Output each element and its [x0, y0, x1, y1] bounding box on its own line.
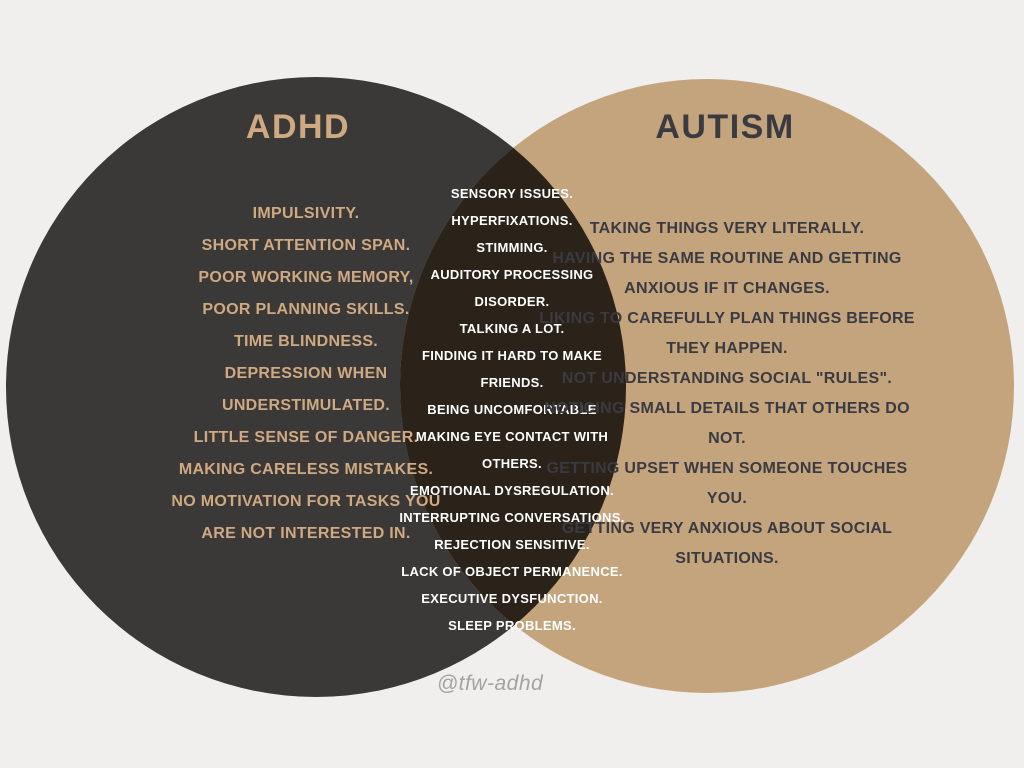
- shared-trait-line: INTERRUPTING CONVERSATIONS.: [399, 510, 625, 525]
- shared-trait-line: FINDING IT HARD TO MAKE FRIENDS.: [422, 348, 602, 390]
- shared-trait-line: SENSORY ISSUES.: [450, 186, 574, 201]
- shared-trait-line: HYPERFIXATIONS.: [451, 213, 573, 228]
- adhd-trait-line: POOR PLANNING SKILLS.: [202, 301, 410, 318]
- autism-trait-line: LIKING TO CAREFULLY PLAN THINGS BEFORE T…: [539, 310, 915, 357]
- shared-trait-line: SLEEP PROBLEMS.: [448, 618, 576, 633]
- shared-trait-line: BEING UNCOMFORTABLE MAKING EYE CONTACT W…: [415, 402, 609, 471]
- autism-trait-line: GETTING UPSET WHEN SOMEONE TOUCHES YOU.: [546, 460, 908, 507]
- shared-trait-line: AUDITORY PROCESSING DISORDER.: [430, 267, 594, 309]
- shared-traits-list: SENSORY ISSUES. HYPERFIXATIONS. STIMMING. A…: [399, 180, 625, 639]
- adhd-trait-line: MAKING CARELESS MISTAKES.: [178, 461, 434, 478]
- autism-trait-line: NOT UNDERSTANDING SOCIAL "RULES".: [561, 370, 893, 387]
- adhd-trait-line: DEPRESSION WHEN UNDERSTIMULATED.: [221, 365, 391, 414]
- adhd-trait-line: SHORT ATTENTION SPAN.: [201, 237, 411, 254]
- watermark-handle: @tfw-adhd: [436, 672, 544, 695]
- autism-trait-line: NOTICING SMALL DETAILS THAT OTHERS DO NO…: [544, 400, 910, 447]
- adhd-traits-list: IMPULSIVITY. SHORT ATTENTION SPAN. POOR WO…: [162, 198, 450, 550]
- overlap-lens-shape: [400, 79, 626, 693]
- adhd-trait-line: TIME BLINDNESS.: [233, 333, 379, 350]
- autism-title: AUTISM: [655, 108, 795, 146]
- adhd-trait-line: LITTLE SENSE OF DANGER.: [193, 429, 419, 446]
- shared-trait-line: REJECTION SENSITIVE.: [434, 537, 590, 552]
- shared-trait-line: EMOTIONAL DYSREGULATION.: [410, 483, 614, 498]
- adhd-trait-line: POOR WORKING MEMORY,: [198, 269, 414, 286]
- shared-trait-line: STIMMING.: [476, 240, 548, 255]
- adhd-title: ADHD: [245, 108, 351, 146]
- autism-trait-line: HAVING THE SAME ROUTINE AND GETTING ANXI…: [552, 250, 902, 297]
- adhd-trait-line: NO MOTIVATION FOR TASKS YOU ARE NOT INTE…: [171, 493, 441, 542]
- autism-trait-line: GETTING VERY ANXIOUS ABOUT SOCIAL SITUAT…: [561, 520, 893, 567]
- adhd-trait-line: IMPULSIVITY.: [252, 205, 360, 222]
- shared-trait-line: TALKING A LOT.: [459, 321, 565, 336]
- shared-trait-line: LACK OF OBJECT PERMANENCE.: [401, 564, 623, 579]
- autism-trait-line: TAKING THINGS VERY LITERALLY.: [589, 220, 865, 237]
- shared-trait-line: EXECUTIVE DYSFUNCTION.: [421, 591, 603, 606]
- autism-traits-list: TAKING THINGS VERY LITERALLY. HAVING THE …: [528, 214, 926, 574]
